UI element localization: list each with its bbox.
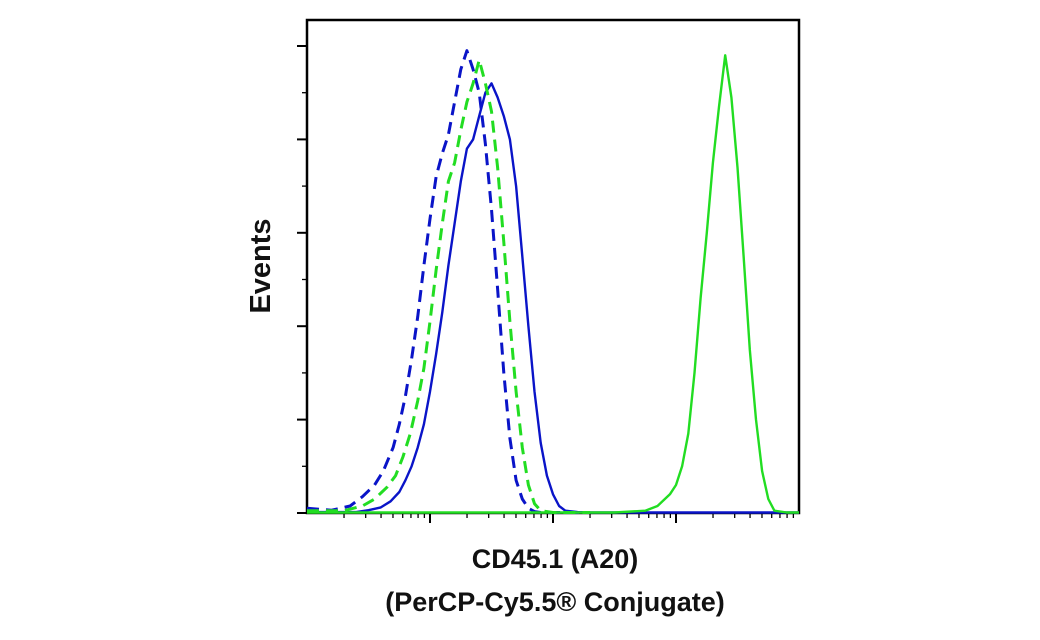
- x-axis-label-line2: (PerCP-Cy5.5® Conjugate): [385, 587, 724, 617]
- series-line-2: [306, 49, 590, 514]
- x-axis-label-line1: CD45.1 (A20): [472, 544, 639, 574]
- series-line-3: [307, 58, 590, 514]
- series-layer: [306, 49, 799, 514]
- axis-ticks: [297, 45, 795, 523]
- y-axis-label: Events: [245, 218, 277, 313]
- series-line-4: [307, 54, 799, 514]
- series-line-1: [307, 82, 799, 514]
- plot-frame: [305, 18, 801, 515]
